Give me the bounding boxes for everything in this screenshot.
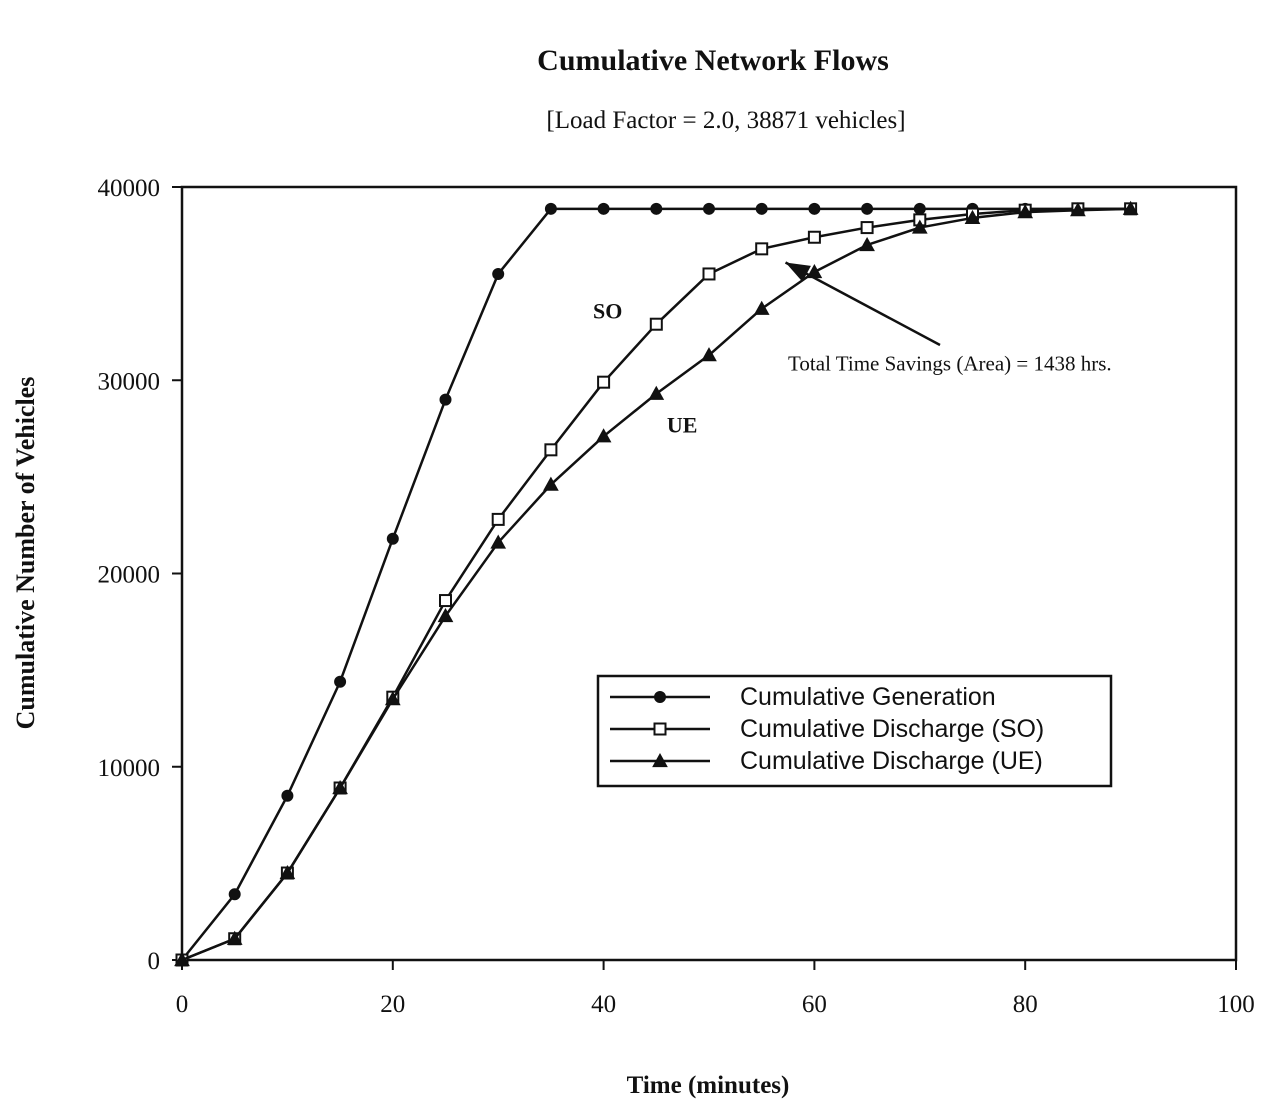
annotation-arrow-line [784,261,941,347]
x-tick-label: 0 [176,991,189,1018]
x-tick-label: 20 [380,991,405,1018]
axes: 0 20 40 60 80 100 0 10000 20000 30000 40000 [98,175,1255,1018]
data-point-generation [228,888,241,901]
data-point-discharge-ue [648,385,665,400]
legend: Cumulative Generation Cumulative Discharg… [596,674,1113,788]
data-point-discharge-so [649,317,663,331]
data-point-generation [597,202,610,215]
data-point-discharge-ue [701,347,717,362]
data-point-discharge-ue [543,476,559,491]
legend-entry-discharge-so: Cumulative Discharge (SO) [610,715,1044,743]
data-point-discharge-ue [226,930,243,945]
data-point-discharge-so [439,594,452,608]
chart-title: Cumulative Network Flows [537,44,889,77]
data-point-discharge-so [807,230,821,244]
data-point-discharge-so [860,221,874,235]
data-point-generation [808,202,821,215]
x-tick-label: 100 [1217,991,1255,1018]
y-tick-label: 10000 [98,755,161,782]
data-point-discharge-so [597,375,611,389]
legend-marker [652,752,668,768]
legend-label: Cumulative Discharge (SO) [740,715,1044,743]
legend-box [596,674,1113,788]
data-point-discharge-ue [490,534,507,549]
data-point-discharge-ue [964,209,981,225]
x-tick-label: 80 [1013,991,1038,1018]
y-tick-label: 30000 [98,368,161,395]
series-layer [174,200,1139,967]
chart-subtitle: [Load Factor = 2.0, 38871 vehicles] [546,107,905,134]
data-point-discharge-ue [1017,204,1034,219]
legend-marker [654,691,666,703]
y-tick-label: 40000 [98,175,161,202]
data-point-discharge-so [544,443,558,457]
data-point-discharge-ue [384,691,401,706]
annotation-time-savings: Total Time Savings (Area) = 1438 hrs. [788,352,1112,376]
annotation-label-so: SO [593,298,622,323]
legend-label: Cumulative Generation [740,683,996,711]
data-point-discharge-ue [1070,202,1086,217]
data-point-discharge-ue [279,865,296,880]
legend-entries: Cumulative Generation Cumulative Discharg… [610,683,1044,775]
data-point-generation [650,202,663,215]
annotation-arrowhead [785,262,811,282]
data-point-discharge-ue [332,779,348,795]
x-axis-label: Time (minutes) [627,1072,790,1099]
y-tick-label: 20000 [98,562,161,589]
data-point-discharge-so [755,242,769,256]
data-point-discharge-ue [911,219,928,234]
data-point-generation [281,789,294,802]
annotation-label-ue: UE [667,412,698,437]
data-point-discharge-ue [174,951,190,967]
legend-entry-discharge-ue: Cumulative Discharge (UE) [610,747,1043,775]
x-tick-label: 60 [802,991,827,1018]
data-point-discharge-ue [595,428,612,443]
y-tick-label: 0 [148,948,161,975]
legend-label: Cumulative Discharge (UE) [740,747,1043,775]
data-point-discharge-ue [753,300,770,315]
data-point-generation [861,202,874,215]
annotations: SO UE Total Time Savings (Area) = 1438 hrs… [593,261,1112,437]
data-point-generation [386,532,399,545]
legend-entry-generation: Cumulative Generation [610,683,996,711]
legend-marker [653,722,667,736]
series-discharge-ue [174,200,1139,967]
data-point-discharge-ue [859,236,875,252]
data-point-discharge-so [491,512,505,526]
data-point-generation [334,675,347,688]
data-point-generation [492,267,505,280]
y-axis-label: Cumulative Number of Vehicles [11,377,40,730]
data-point-generation [755,202,768,215]
data-point-generation [703,202,715,215]
data-point-generation [913,202,926,215]
data-point-discharge-ue [437,607,454,623]
x-tick-label: 40 [591,991,616,1018]
data-point-generation [439,393,452,406]
data-point-discharge-ue [1122,200,1139,215]
data-point-discharge-so [702,267,716,281]
data-point-generation [544,202,557,215]
